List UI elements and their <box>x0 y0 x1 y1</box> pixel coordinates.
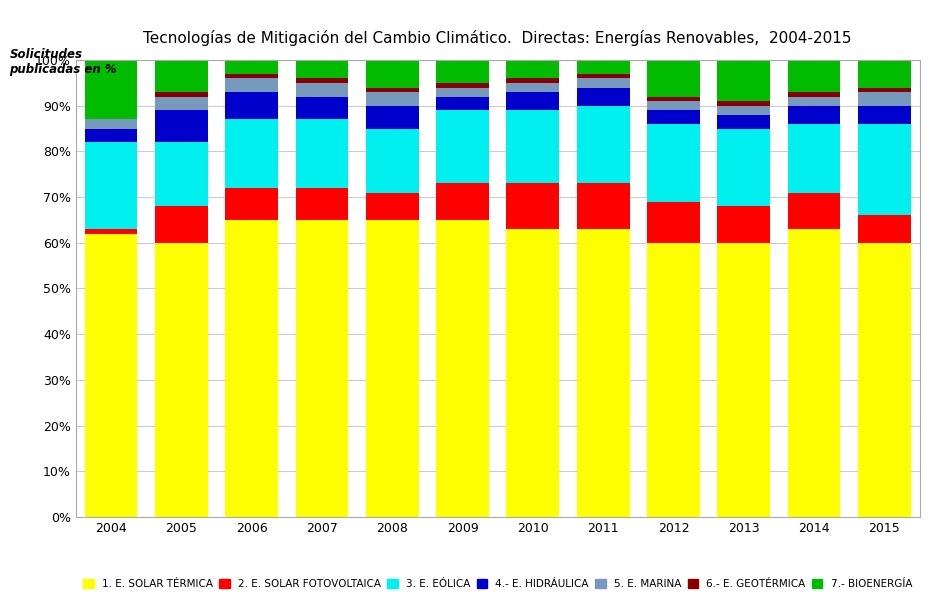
Bar <box>718 243 770 517</box>
Bar <box>155 111 208 142</box>
Bar <box>718 106 770 115</box>
Bar <box>788 124 841 192</box>
Bar <box>858 124 911 215</box>
Bar <box>84 60 137 120</box>
Bar <box>506 229 559 517</box>
Bar <box>226 78 278 92</box>
Bar <box>576 183 629 229</box>
Bar <box>155 60 208 92</box>
Bar <box>858 92 911 106</box>
Bar <box>296 120 348 188</box>
Bar <box>788 192 841 229</box>
Bar <box>718 60 770 101</box>
Bar <box>647 243 700 517</box>
Bar <box>226 74 278 78</box>
Bar <box>296 83 348 97</box>
Bar <box>226 188 278 220</box>
Bar <box>226 60 278 74</box>
Bar <box>788 229 841 517</box>
Bar <box>84 129 137 142</box>
Bar <box>84 229 137 234</box>
Bar <box>155 92 208 97</box>
Bar <box>576 106 629 183</box>
Bar <box>858 60 911 88</box>
Bar <box>506 92 559 111</box>
Bar <box>718 115 770 129</box>
Bar <box>366 60 419 88</box>
Bar <box>788 106 841 124</box>
Bar <box>506 60 559 78</box>
Bar <box>366 220 419 517</box>
Bar <box>366 192 419 220</box>
Bar <box>576 229 629 517</box>
Bar <box>788 60 841 92</box>
Bar <box>436 183 489 220</box>
Bar <box>858 106 911 124</box>
Bar <box>155 206 208 243</box>
Bar <box>647 111 700 124</box>
Bar <box>155 97 208 111</box>
Bar <box>84 142 137 229</box>
Bar <box>296 97 348 120</box>
Bar <box>506 83 559 92</box>
Bar <box>788 92 841 97</box>
Bar <box>576 78 629 88</box>
Legend: 1. E. SOLAR TÉRMICA, 2. E. SOLAR FOTOVOLTAICA, 3. E. EÓLICA, 4.- E. HIDRÁULICA, : 1. E. SOLAR TÉRMICA, 2. E. SOLAR FOTOVOL… <box>82 577 914 591</box>
Bar <box>576 60 629 74</box>
Bar <box>436 111 489 183</box>
Bar <box>576 74 629 78</box>
Bar <box>436 97 489 111</box>
Bar <box>226 92 278 120</box>
Title: Tecnologías de Mitigación del Cambio Climático.  Directas: Energías Renovables, : Tecnologías de Mitigación del Cambio Cli… <box>143 31 852 46</box>
Bar <box>366 129 419 192</box>
Bar <box>788 97 841 106</box>
Bar <box>436 60 489 83</box>
Bar <box>366 106 419 129</box>
Bar <box>436 220 489 517</box>
Bar <box>718 206 770 243</box>
Bar <box>296 220 348 517</box>
Bar <box>647 202 700 243</box>
Bar <box>226 220 278 517</box>
Bar <box>366 88 419 92</box>
Bar <box>718 101 770 106</box>
Bar <box>858 215 911 243</box>
Bar <box>576 88 629 106</box>
Bar <box>155 142 208 206</box>
Bar <box>858 88 911 92</box>
Bar <box>858 243 911 517</box>
Bar <box>647 97 700 101</box>
Bar <box>647 60 700 97</box>
Bar <box>506 111 559 183</box>
Bar <box>436 83 489 88</box>
Bar <box>155 243 208 517</box>
Bar <box>506 183 559 229</box>
Bar <box>718 129 770 206</box>
Bar <box>84 234 137 517</box>
Bar <box>366 92 419 106</box>
Bar <box>436 88 489 97</box>
Bar <box>84 120 137 129</box>
Bar <box>296 60 348 78</box>
Bar <box>226 120 278 188</box>
Text: Solicitudes
publicadas en %: Solicitudes publicadas en % <box>9 48 118 76</box>
Bar <box>647 101 700 111</box>
Bar <box>296 188 348 220</box>
Bar <box>506 78 559 83</box>
Bar <box>296 78 348 83</box>
Bar <box>647 124 700 202</box>
